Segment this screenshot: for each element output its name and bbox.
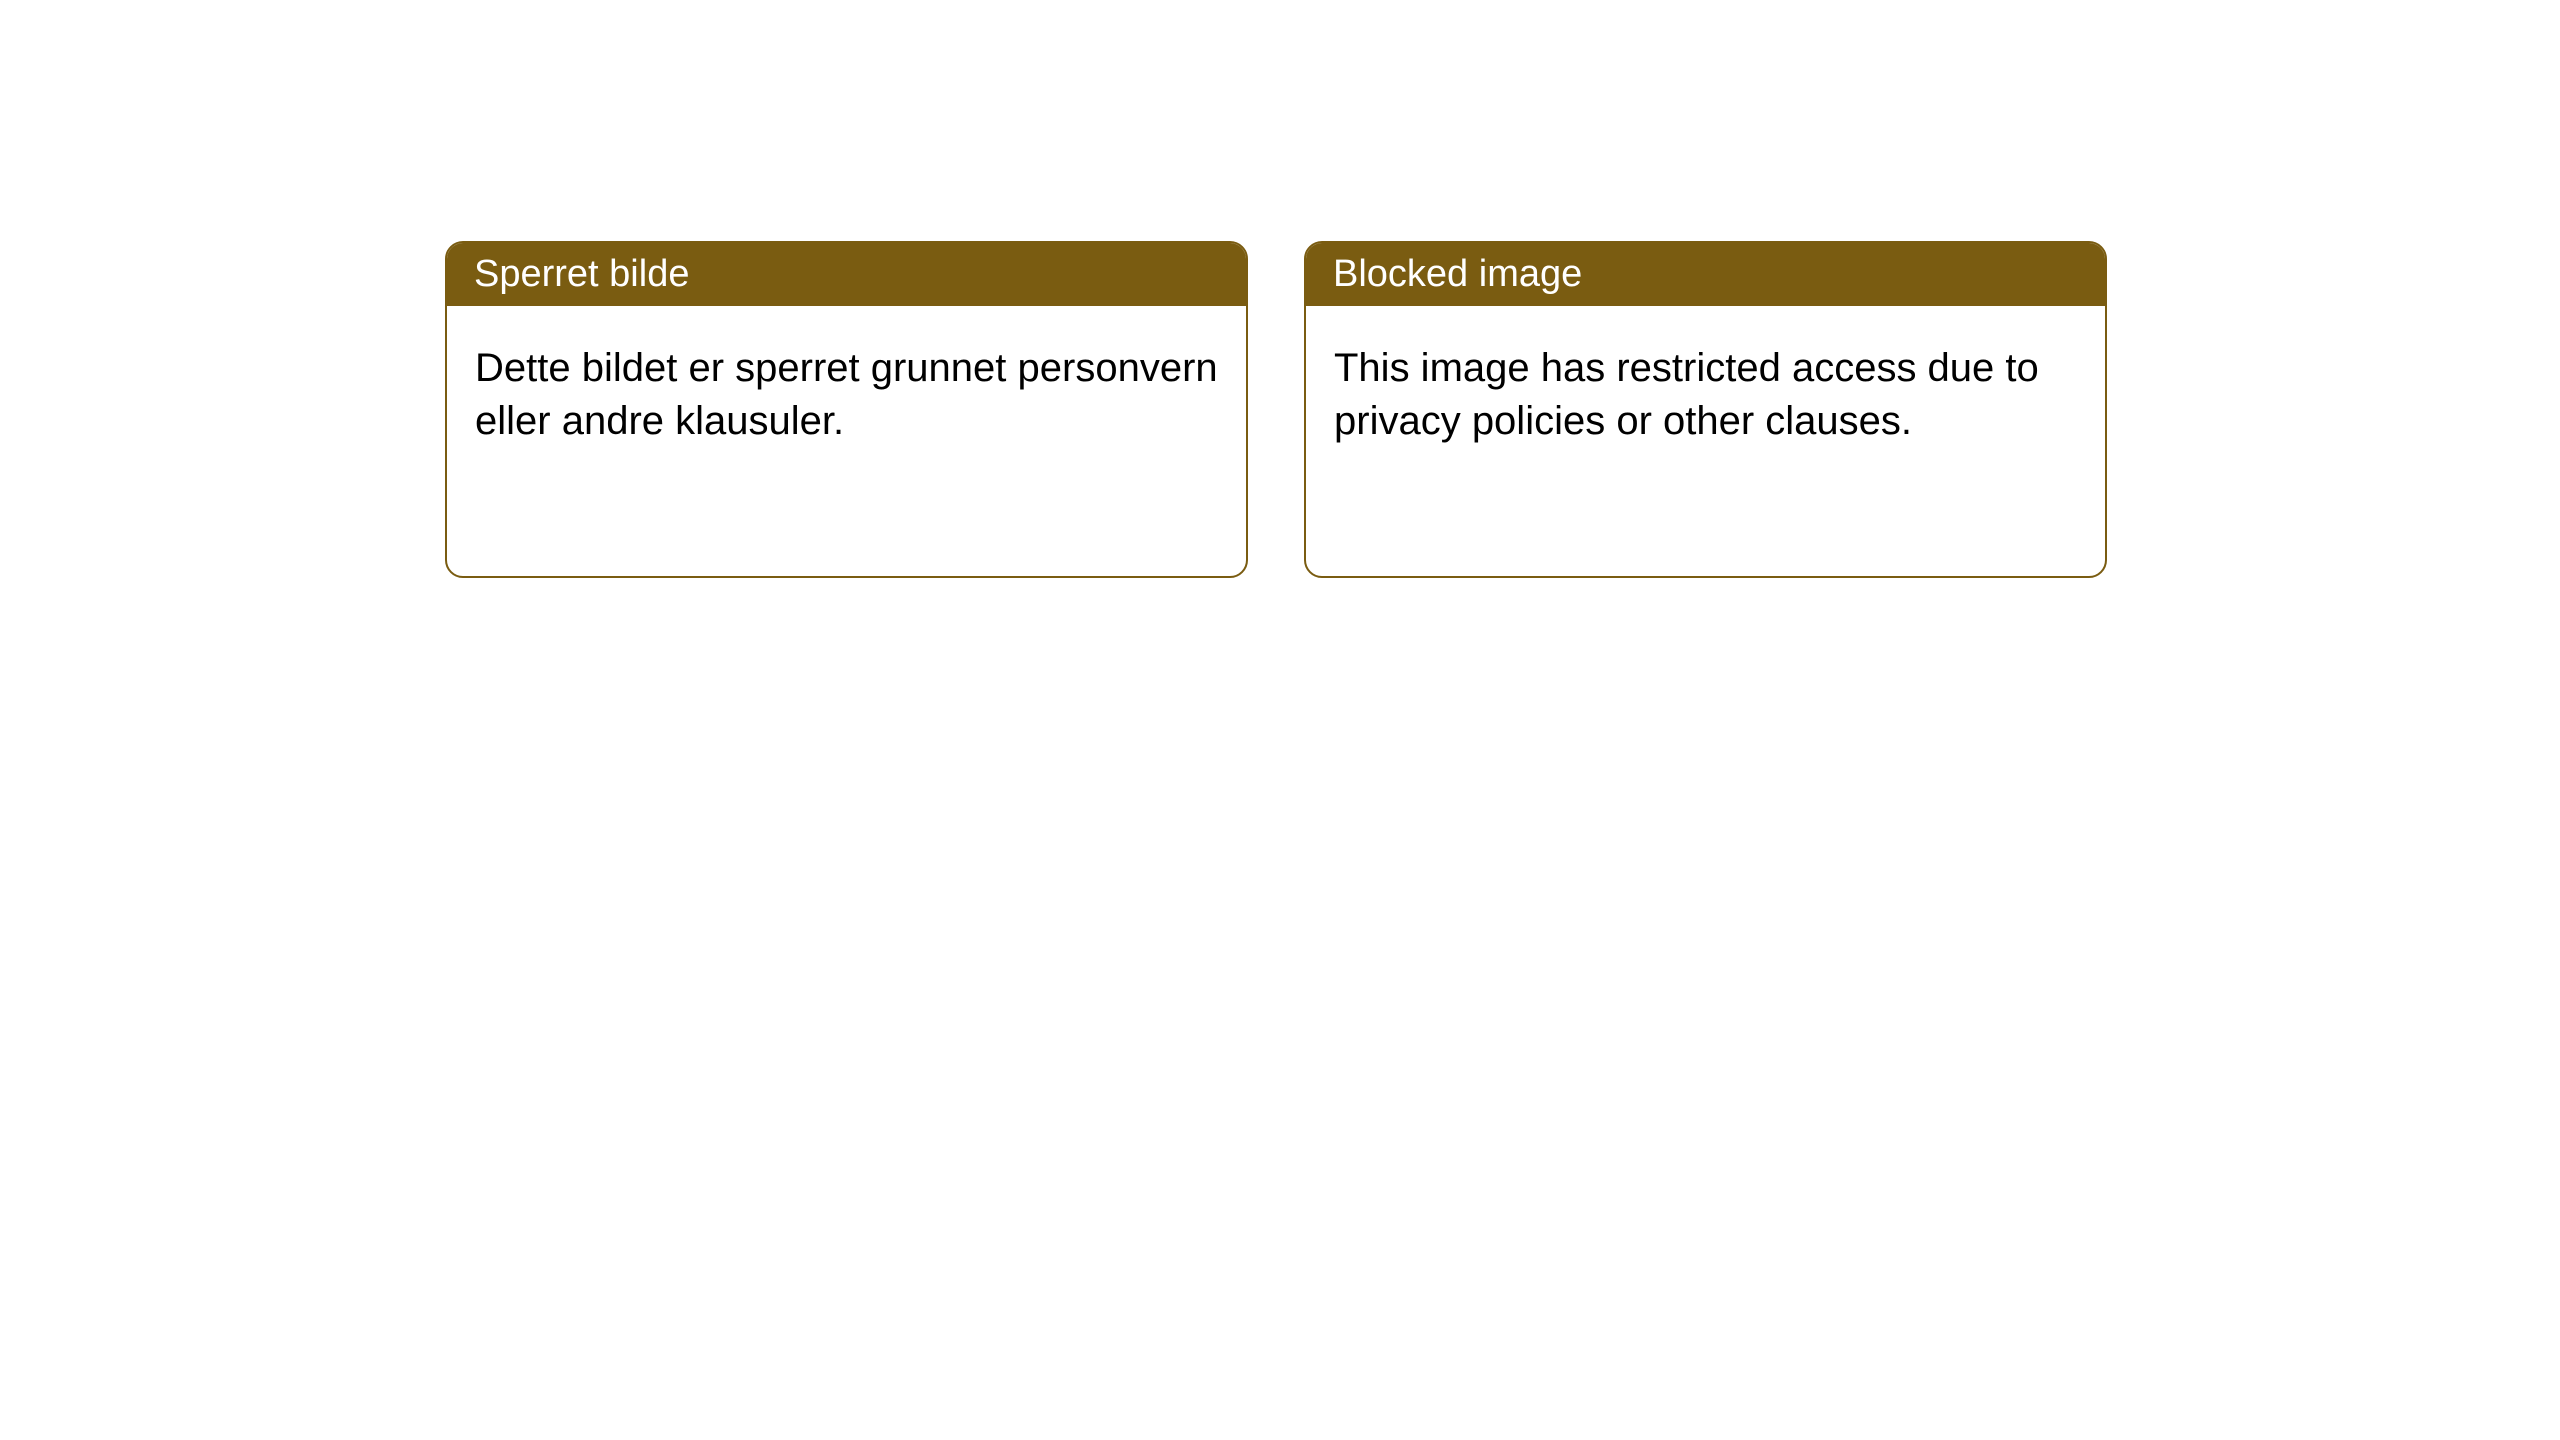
card-title-norwegian: Sperret bilde <box>474 253 689 295</box>
card-title-english: Blocked image <box>1333 253 1582 295</box>
card-header-norwegian: Sperret bilde <box>447 243 1246 306</box>
notice-cards-row: Sperret bilde Dette bildet er sperret gr… <box>445 241 2560 578</box>
notice-card-english: Blocked image This image has restricted … <box>1304 241 2107 578</box>
card-header-english: Blocked image <box>1306 243 2105 306</box>
card-body-text-english: This image has restricted access due to … <box>1334 346 2039 443</box>
notice-card-norwegian: Sperret bilde Dette bildet er sperret gr… <box>445 241 1248 578</box>
card-body-english: This image has restricted access due to … <box>1306 306 2105 476</box>
card-body-norwegian: Dette bildet er sperret grunnet personve… <box>447 306 1246 476</box>
card-body-text-norwegian: Dette bildet er sperret grunnet personve… <box>475 346 1218 443</box>
